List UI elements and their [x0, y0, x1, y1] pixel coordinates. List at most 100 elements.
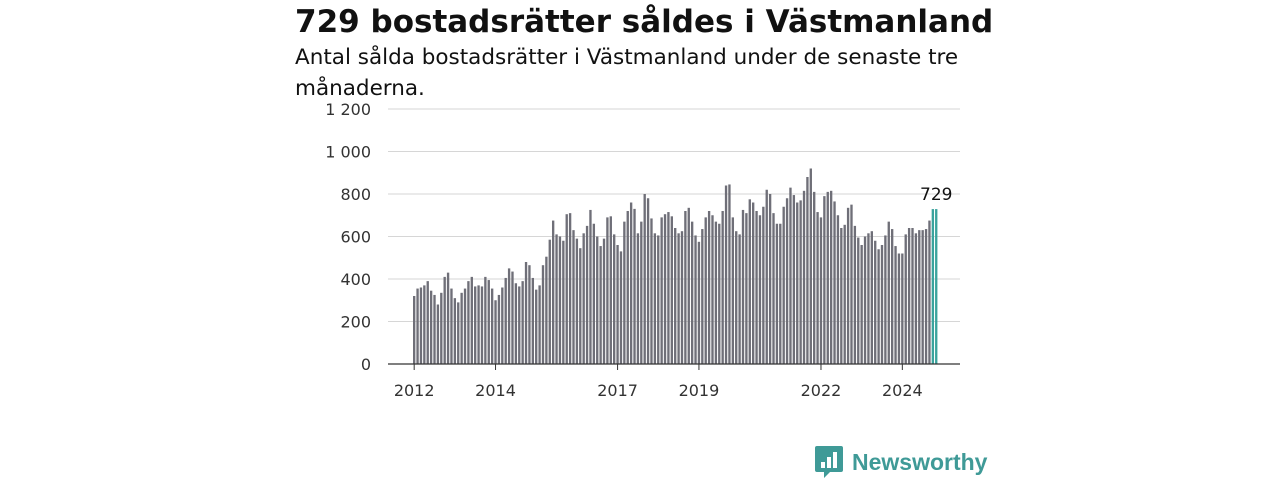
- bar: [829, 190, 833, 364]
- bar-highlight: [935, 209, 938, 364]
- bar: [558, 236, 562, 364]
- bar: [799, 200, 802, 365]
- bar: [884, 235, 887, 364]
- bar: [833, 201, 836, 364]
- bar: [501, 287, 504, 364]
- y-tick-label: 1 200: [325, 100, 371, 119]
- bar: [758, 215, 762, 364]
- bar: [568, 213, 572, 365]
- bar: [735, 231, 738, 364]
- y-tick-label: 0: [361, 355, 371, 374]
- bar: [731, 217, 735, 365]
- bar: [738, 234, 741, 365]
- bar: [572, 230, 575, 365]
- bar: [453, 298, 457, 365]
- y-tick-label: 1 000: [325, 143, 371, 162]
- bar: [772, 213, 775, 365]
- x-tick-label: 2022: [801, 381, 842, 400]
- bar: [755, 211, 758, 364]
- bar: [721, 211, 724, 364]
- bar: [413, 296, 416, 364]
- bar: [426, 281, 429, 365]
- bar: [528, 265, 531, 364]
- bar: [741, 209, 745, 364]
- bar: [904, 234, 907, 365]
- bar: [419, 287, 423, 364]
- bar: [870, 231, 873, 364]
- bar: [423, 285, 426, 365]
- bar: [507, 268, 511, 365]
- bar: [460, 292, 463, 364]
- bar: [596, 236, 599, 364]
- bar: [633, 208, 636, 365]
- bar: [779, 223, 782, 364]
- bar: [562, 240, 565, 364]
- bar: [660, 217, 663, 365]
- bar: [623, 221, 626, 365]
- bar: [867, 233, 870, 364]
- bar: [494, 300, 497, 364]
- bar: [857, 237, 860, 364]
- bar: [490, 288, 494, 364]
- bar: [470, 276, 473, 365]
- bar: [846, 207, 850, 364]
- bar: [796, 202, 799, 364]
- bar: [752, 202, 755, 364]
- bar: [809, 168, 812, 364]
- bar: [636, 233, 640, 364]
- bar: [768, 194, 772, 364]
- bar: [511, 271, 514, 364]
- bar: [853, 225, 857, 365]
- bar: [589, 209, 592, 364]
- bar: [463, 288, 467, 364]
- newsworthy-brand[interactable]: Newsworthy: [814, 444, 987, 480]
- x-tick-label: 2014: [475, 381, 516, 400]
- bar: [657, 235, 660, 364]
- bar: [663, 214, 667, 364]
- bar: [531, 277, 534, 364]
- bar: [911, 228, 914, 364]
- bar: [504, 277, 507, 364]
- bar: [677, 233, 680, 364]
- bar: [443, 276, 446, 365]
- bar: [816, 212, 819, 364]
- bar: [613, 234, 616, 365]
- bar: [548, 239, 551, 364]
- bar: [457, 302, 460, 365]
- y-tick-label: 600: [340, 228, 371, 247]
- bar: [701, 229, 704, 364]
- bar: [524, 262, 528, 364]
- bar: [813, 191, 816, 365]
- bar: [484, 276, 487, 365]
- bar: [921, 230, 924, 365]
- bar: [765, 189, 768, 364]
- bar: [877, 249, 880, 364]
- bar: [843, 224, 846, 364]
- bar: [684, 211, 687, 364]
- bar: [541, 265, 545, 364]
- bar: [785, 198, 789, 364]
- bar: [609, 216, 612, 364]
- bar: [850, 204, 853, 365]
- bar: [687, 207, 690, 364]
- bar: [748, 199, 751, 364]
- bar: [433, 294, 436, 364]
- bar: [440, 292, 443, 364]
- bar: [714, 221, 718, 365]
- bar: [802, 190, 806, 364]
- bar: [619, 251, 623, 365]
- x-tick-label: 2012: [394, 381, 435, 400]
- bar: [697, 241, 701, 364]
- bar: [521, 281, 524, 365]
- bar: [599, 246, 602, 364]
- bar: [606, 217, 609, 365]
- bar: [436, 304, 440, 364]
- bar: [901, 253, 904, 364]
- bar: [690, 221, 694, 365]
- bar: [863, 236, 867, 364]
- bar: [924, 229, 928, 364]
- bar: [704, 217, 707, 365]
- bar: [538, 285, 541, 365]
- labels: 0 200 400 600 800 1 000 1 200 2012 2014 2017 2019 2…: [325, 100, 952, 400]
